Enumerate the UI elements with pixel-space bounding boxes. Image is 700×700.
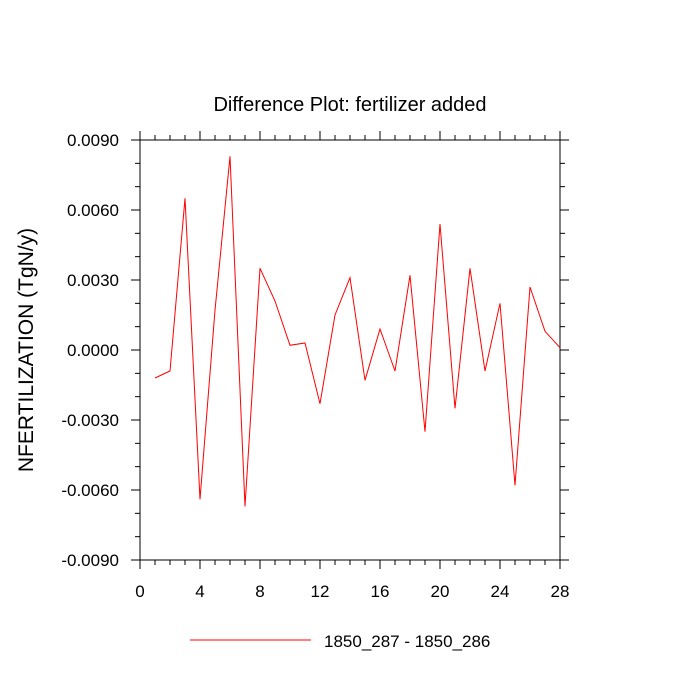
- x-tick-label: 20: [431, 582, 450, 601]
- chart-title: Difference Plot: fertilizer added: [213, 94, 486, 116]
- x-tick-label: 16: [371, 582, 390, 601]
- y-tick-label: -0.0060: [61, 481, 119, 500]
- plot-frame: [139, 139, 561, 561]
- y-tick-label: -0.0030: [61, 411, 119, 430]
- y-tick-label: -0.0090: [61, 551, 119, 570]
- y-tick-label: 0.0000: [67, 341, 119, 360]
- x-tick-label: 12: [311, 582, 330, 601]
- x-tick-label: 4: [195, 582, 204, 601]
- axes-ticks: 0 4 8 12 16 20 24 28 -0.0090 -0.0060 -0.0030 0.0000…: [61, 131, 569, 601]
- y-tick-label: 0.0060: [67, 201, 119, 220]
- x-tick-label: 8: [255, 582, 264, 601]
- legend: 1850_287 - 1850_286: [190, 632, 490, 651]
- x-tick-label: 24: [491, 582, 510, 601]
- x-tick-label: 0: [135, 582, 144, 601]
- series-lines: [154, 156, 561, 507]
- x-tick-label: 28: [551, 582, 570, 601]
- y-axis-label: NFERTILIZATION (TgN/y): [15, 228, 38, 472]
- y-tick-label: 0.0030: [67, 271, 119, 290]
- y-tick-label: 0.0090: [67, 131, 119, 150]
- legend-label: 1850_287 - 1850_286: [324, 632, 490, 651]
- series-line: [154, 156, 561, 507]
